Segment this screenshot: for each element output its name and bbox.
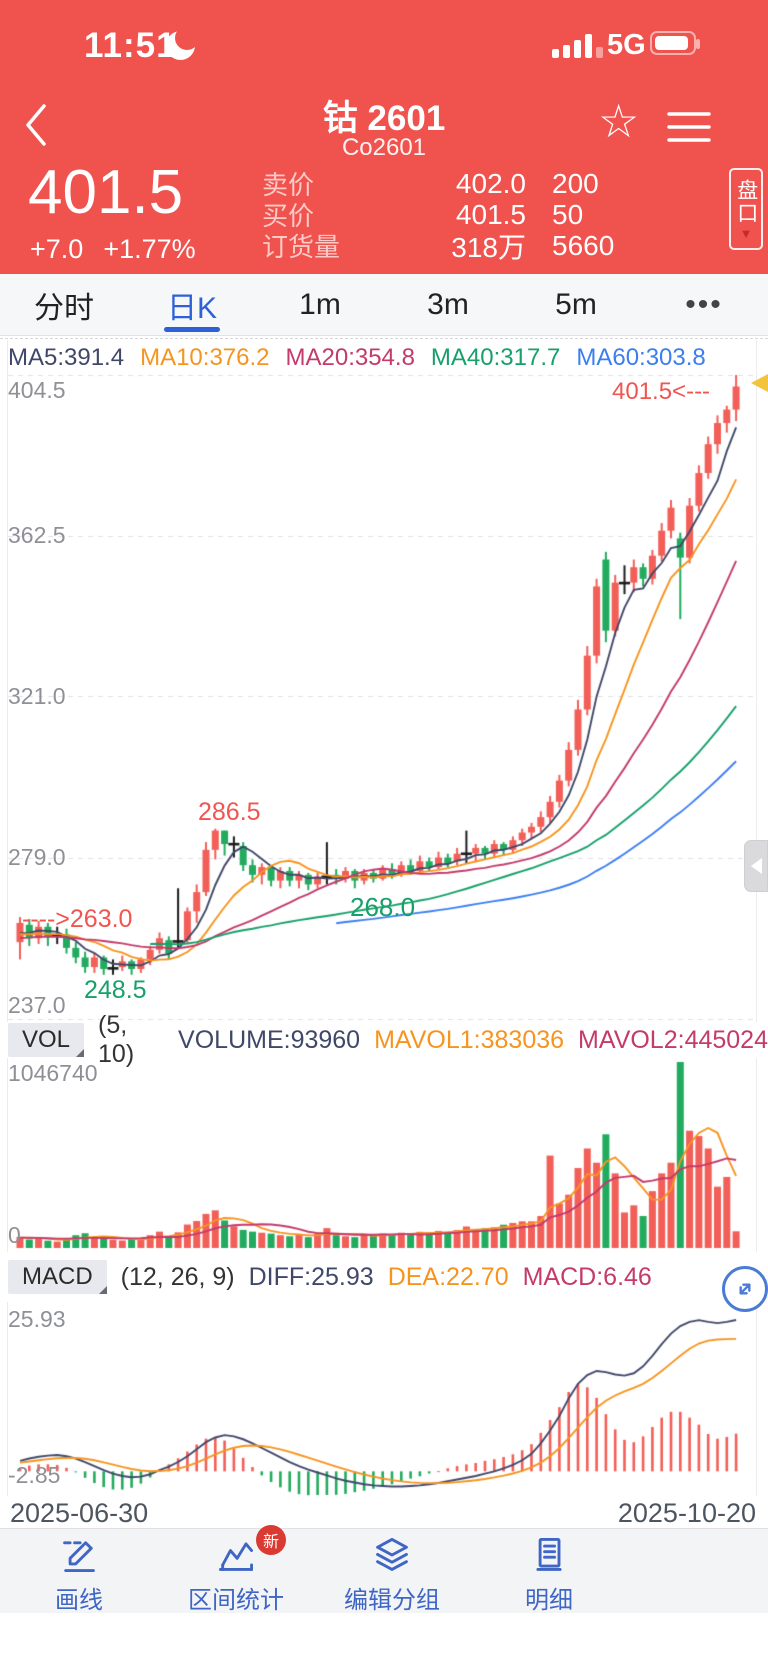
tab-minute[interactable]: 分时 <box>34 291 94 325</box>
mavol2-readout: MAVOL2:445024 <box>578 1025 768 1054</box>
quote-table: 卖价 402.0 200 买价 401.5 50 订货量 318万 5660 <box>262 167 634 263</box>
y-axis-label: 237.0 <box>8 992 66 1018</box>
ask-price: 402.0 <box>455 167 526 199</box>
kline-chart-canvas[interactable] <box>0 340 768 1022</box>
network-label: 5G <box>607 29 646 61</box>
tab-3m[interactable]: 3m <box>427 287 469 321</box>
header-area: 11:51 5G 钴 2601 Co2601 ☆ 401.5 +7.0 +1.7… <box>0 0 768 274</box>
ma40-value-annotation: 268.0 <box>350 892 416 922</box>
ma40-readout: MA40:317.7 <box>430 344 561 371</box>
ma-readout: MA5:391.4 MA10:376.2 MA20:354.8 MA40:317… <box>8 344 706 372</box>
diff-readout: DIFF:25.93 <box>248 1262 374 1291</box>
tab-more[interactable]: ••• <box>685 287 723 321</box>
open-interest-row: 订货量 318万 5660 <box>262 229 634 263</box>
moon-icon <box>166 26 199 60</box>
page-subtitle: Co2601 <box>341 134 427 161</box>
change-percent: +1.77% <box>103 234 196 264</box>
y-axis-label: 362.5 <box>8 522 66 548</box>
signal-icon <box>552 34 603 58</box>
range-statistics-button[interactable]: 新 区间统计 <box>174 1525 298 1615</box>
bid-row: 买价 401.5 50 <box>262 198 634 232</box>
chevron-down-icon: ▼ <box>739 225 753 241</box>
open-interest-label: 订货量 <box>262 232 341 262</box>
volume-chart-canvas[interactable] <box>0 1058 768 1252</box>
dropdown-caret-icon <box>98 1286 107 1294</box>
order-book-label: 盘口 <box>734 178 758 225</box>
ask-label: 卖价 <box>262 170 315 200</box>
macd-indicator-selector[interactable]: MACD <box>8 1260 107 1294</box>
y-axis-label: 404.5 <box>8 377 66 403</box>
ask-row: 卖价 402.0 200 <box>262 167 634 201</box>
chart-left-border <box>7 340 8 1496</box>
mavol1-readout: MAVOL1:383036 <box>374 1025 565 1054</box>
volume-indicator-header: VOL (5, 10) VOLUME:93960 MAVOL1:383036 M… <box>0 1011 768 1068</box>
tab-daily-k[interactable]: 日K <box>128 274 256 335</box>
x-axis-labels: 2025-06-30 2025-10-20 <box>0 1498 768 1528</box>
bid-qty: 50 <box>552 198 584 230</box>
ask-qty: 200 <box>552 167 599 199</box>
dea-readout: DEA:22.70 <box>387 1262 509 1291</box>
open-interest-value: 318万 <box>451 231 526 263</box>
vol-indicator-selector[interactable]: VOL <box>8 1023 85 1057</box>
edit-group-button[interactable]: 编辑分组 <box>330 1535 454 1615</box>
volume-min-label: 0 <box>8 1222 21 1248</box>
open-interest-qty: 5660 <box>552 229 615 261</box>
tab-5m[interactable]: 5m <box>555 287 597 321</box>
ma60-readout: MA60:303.8 <box>576 344 706 371</box>
ma20-readout: MA20:354.8 <box>285 344 415 371</box>
macd-min-label: -2.85 <box>8 1462 61 1488</box>
page-title: 钴 2601 <box>322 99 446 138</box>
last-price: 401.5 <box>28 158 184 227</box>
x-axis-end-date: 2025-10-20 <box>617 1498 756 1528</box>
back-button[interactable] <box>22 102 50 153</box>
bid-price: 401.5 <box>455 198 526 230</box>
bottom-toolbar: 画线 新 区间统计 编辑分组 明细 <box>0 1525 768 1615</box>
dropdown-caret-icon <box>76 1049 85 1057</box>
price-change: +7.0 +1.77% <box>30 234 196 265</box>
side-panel-handle[interactable] <box>744 840 768 892</box>
chart-right-border <box>756 340 757 1496</box>
pencil-draw-icon <box>59 1535 99 1575</box>
new-feature-badge: 新 <box>256 1525 286 1555</box>
peak-price-annotation: 286.5 <box>198 798 261 826</box>
menu-icon[interactable] <box>666 110 712 149</box>
triangle-left-icon <box>750 858 762 874</box>
statistics-chart-icon: 新 <box>216 1525 286 1575</box>
battery-icon <box>650 31 700 55</box>
open-price-annotation: ---->263.0 <box>22 905 133 933</box>
status-time: 11:51 <box>84 26 177 65</box>
layers-icon <box>372 1535 412 1575</box>
y-axis-label: 279.0 <box>8 844 66 870</box>
macd-params: (12, 26, 9) <box>120 1262 235 1291</box>
fullscreen-expand-button[interactable] <box>722 1266 768 1312</box>
detail-button[interactable]: 明细 <box>487 1535 611 1615</box>
change-value: +7.0 <box>30 234 84 264</box>
macd-readout: MACD:6.46 <box>522 1262 652 1291</box>
low-price-annotation: 248.5 <box>84 976 147 1004</box>
bid-label: 买价 <box>262 201 315 231</box>
document-icon <box>529 1535 569 1575</box>
ma10-readout: MA10:376.2 <box>140 344 270 371</box>
macd-indicator-header: MACD (12, 26, 9) DIFF:25.93 DEA:22.70 MA… <box>0 1252 768 1302</box>
y-axis-label: 321.0 <box>8 683 66 709</box>
x-axis-start-date: 2025-06-30 <box>10 1498 149 1528</box>
draw-line-button[interactable]: 画线 <box>17 1535 141 1615</box>
order-book-toggle[interactable]: 盘口 ▼ <box>729 168 763 250</box>
macd-chart-canvas[interactable] <box>0 1302 768 1496</box>
active-tab-underline <box>164 327 220 332</box>
latest-price-marker-icon <box>751 374 768 392</box>
volume-max-label: 1046740 <box>8 1060 98 1086</box>
ma5-readout: MA5:391.4 <box>8 344 125 371</box>
vol-params: (5, 10) <box>98 1011 135 1068</box>
favorite-star-icon[interactable]: ☆ <box>598 95 640 147</box>
tab-1m[interactable]: 1m <box>299 287 341 321</box>
chart-top-divider <box>0 338 768 339</box>
macd-max-label: 25.93 <box>8 1306 66 1332</box>
volume-readout: VOLUME:93960 <box>178 1025 361 1054</box>
last-price-annotation: 401.5<--- <box>612 378 711 405</box>
period-tabs: 分时 日K 1m 3m 5m ••• <box>0 274 768 336</box>
